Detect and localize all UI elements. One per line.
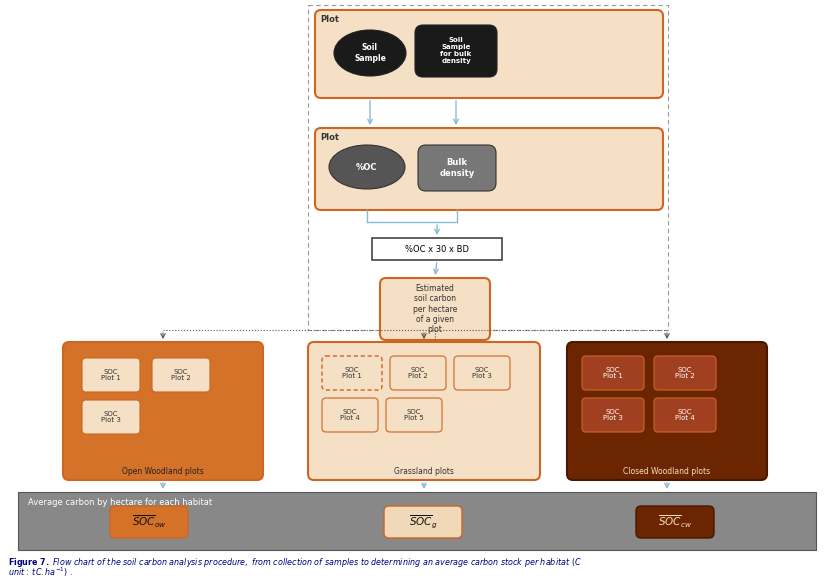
Ellipse shape: [329, 145, 405, 189]
Text: Plot: Plot: [320, 133, 339, 142]
Text: $\bf{Figure\ 7.}$ $\it{Flow\ chart\ of\ the\ soil\ carbon\ analysis\ procedure,\: $\bf{Figure\ 7.}$ $\it{Flow\ chart\ of\ …: [8, 556, 582, 569]
Text: SOC
Plot 1: SOC Plot 1: [342, 367, 362, 380]
Text: SOC
Plot 1: SOC Plot 1: [101, 368, 121, 381]
FancyBboxPatch shape: [418, 145, 496, 191]
Text: SOC
Plot 2: SOC Plot 2: [675, 367, 695, 380]
Text: Soil
Sample: Soil Sample: [354, 43, 386, 63]
FancyBboxPatch shape: [82, 358, 140, 392]
Text: $\it{unit:\ tC.ha^{-1})\ .}$: $\it{unit:\ tC.ha^{-1})\ .}$: [8, 566, 73, 580]
FancyBboxPatch shape: [384, 506, 462, 538]
FancyBboxPatch shape: [152, 358, 210, 392]
FancyBboxPatch shape: [654, 398, 716, 432]
Text: Soil
Sample
for bulk
density: Soil Sample for bulk density: [440, 37, 472, 65]
Text: SOC
Plot 2: SOC Plot 2: [409, 367, 428, 380]
Text: Closed Woodland plots: Closed Woodland plots: [623, 467, 711, 476]
FancyBboxPatch shape: [386, 398, 442, 432]
Ellipse shape: [334, 30, 406, 76]
FancyBboxPatch shape: [315, 128, 663, 210]
FancyBboxPatch shape: [110, 506, 188, 538]
Text: SOC
Plot 2: SOC Plot 2: [171, 368, 191, 381]
Text: SOC
Plot 4: SOC Plot 4: [675, 409, 695, 422]
FancyBboxPatch shape: [636, 506, 714, 538]
Text: Estimated
soil carbon
per hectare
of a given
plot: Estimated soil carbon per hectare of a g…: [413, 284, 458, 334]
FancyBboxPatch shape: [322, 398, 378, 432]
Text: Average carbon by hectare for each habitat: Average carbon by hectare for each habit…: [28, 498, 212, 507]
FancyBboxPatch shape: [315, 10, 663, 98]
Text: SOC
Plot 1: SOC Plot 1: [603, 367, 623, 380]
Text: %OC x 30 x BD: %OC x 30 x BD: [405, 244, 469, 254]
Text: SOC
Plot 5: SOC Plot 5: [404, 409, 423, 422]
FancyBboxPatch shape: [82, 400, 140, 434]
Bar: [308, 5, 668, 330]
Bar: [18, 492, 816, 550]
FancyBboxPatch shape: [454, 356, 510, 390]
FancyBboxPatch shape: [415, 25, 497, 77]
Text: Open Woodland plots: Open Woodland plots: [122, 467, 204, 476]
FancyBboxPatch shape: [380, 278, 490, 340]
FancyBboxPatch shape: [567, 342, 767, 480]
Text: SOC
Plot 3: SOC Plot 3: [472, 367, 492, 380]
Text: $\overline{SOC}_{ow}$: $\overline{SOC}_{ow}$: [131, 514, 166, 530]
FancyBboxPatch shape: [63, 342, 263, 480]
Bar: [372, 238, 502, 260]
Text: SOC
Plot 4: SOC Plot 4: [340, 409, 360, 422]
FancyBboxPatch shape: [582, 356, 644, 390]
Text: SOC
Plot 3: SOC Plot 3: [603, 409, 623, 422]
Text: Grassland plots: Grassland plots: [394, 467, 454, 476]
FancyBboxPatch shape: [308, 342, 540, 480]
Text: Bulk
density: Bulk density: [439, 159, 474, 178]
FancyBboxPatch shape: [322, 356, 382, 390]
Text: SOC
Plot 3: SOC Plot 3: [101, 410, 121, 423]
Text: Plot: Plot: [320, 15, 339, 24]
FancyBboxPatch shape: [582, 398, 644, 432]
FancyBboxPatch shape: [654, 356, 716, 390]
Text: $\overline{SOC}_{g}$: $\overline{SOC}_{g}$: [409, 514, 437, 531]
Text: %OC: %OC: [356, 163, 378, 171]
Text: $\overline{SOC}_{cw}$: $\overline{SOC}_{cw}$: [658, 514, 692, 530]
FancyBboxPatch shape: [390, 356, 446, 390]
